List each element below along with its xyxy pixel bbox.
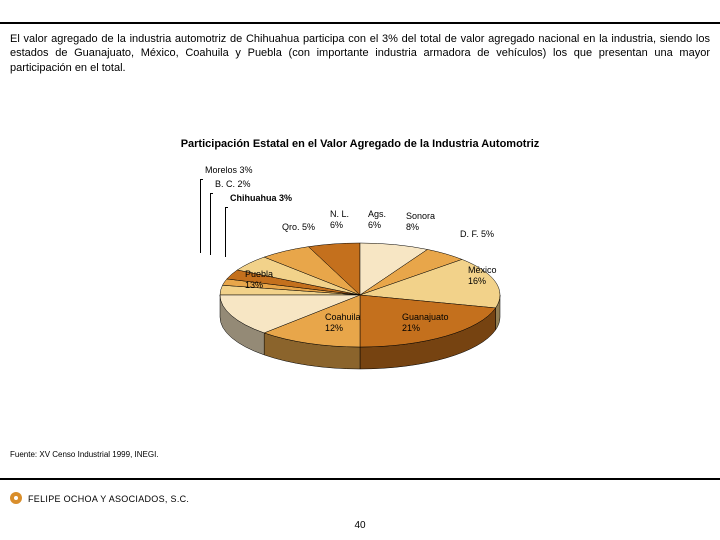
slice-label: Chihuahua 3% <box>230 193 292 203</box>
slice-label: D. F. 5% <box>460 229 494 239</box>
footer-text: FELIPE OCHOA Y ASOCIADOS, S.C. <box>28 494 189 504</box>
bottom-rule <box>0 478 720 480</box>
slice-label: Guanajuato <box>402 312 449 322</box>
slice-label: N. L. <box>330 209 349 219</box>
source-text: Fuente: XV Censo Industrial 1999, INEGI. <box>10 450 159 459</box>
slice-label: 6% <box>330 220 343 230</box>
chart-title: Participación Estatal en el Valor Agrega… <box>0 138 720 150</box>
slice-label: Sonora <box>406 211 435 221</box>
slice-label: Coahuila <box>325 312 361 322</box>
pie-chart: Morelos 3% B. C. 2% Chihuahua 3% Qro. 5% N. … <box>150 165 570 405</box>
slice-label: B. C. 2% <box>215 179 251 189</box>
slice-label: 21% <box>402 323 420 333</box>
intro-paragraph: El valor agregado de la industria automo… <box>10 32 710 75</box>
slice-label: 6% <box>368 220 381 230</box>
slice-label: Qro. 5% <box>282 222 315 232</box>
slice-label: 8% <box>406 222 419 232</box>
page-number: 40 <box>0 520 720 531</box>
slice-label: Ags. <box>368 209 386 219</box>
slice-label: México <box>468 265 497 275</box>
slice-label: Morelos 3% <box>205 165 253 175</box>
slice-label: 12% <box>325 323 343 333</box>
slice-label: 13% <box>245 280 263 290</box>
bullet-icon <box>10 492 22 504</box>
top-rule <box>0 22 720 24</box>
slice-label: Puebla <box>245 269 273 279</box>
slice-label: 16% <box>468 276 486 286</box>
